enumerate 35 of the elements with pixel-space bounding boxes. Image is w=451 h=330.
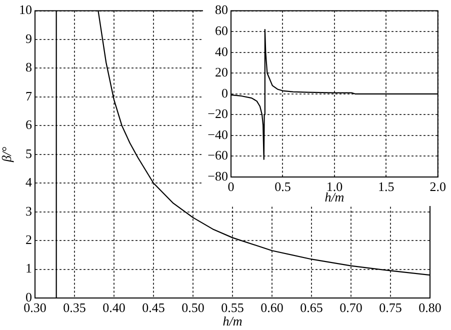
y-tick-label: 7 (26, 88, 32, 104)
y-tick-label: −60 (208, 148, 228, 163)
y-tick-label: −20 (208, 106, 228, 122)
x-tick-label: 0.55 (221, 300, 244, 316)
y-tick-label: 20 (215, 64, 228, 80)
y-tick-label: −40 (208, 126, 228, 142)
x-axis-title: h/m (222, 314, 242, 329)
x-tick-label: 0.70 (340, 300, 362, 316)
x-tick-label: 0.60 (260, 300, 284, 316)
x-tick-label: 0.45 (142, 300, 165, 316)
y-tick-label: 4 (26, 174, 32, 190)
y-tick-label: 10 (19, 2, 32, 18)
y-tick-label: 1 (26, 260, 32, 276)
y-tick-label: 3 (26, 203, 32, 218)
x-tick-label: 0.80 (418, 300, 442, 316)
y-tick-label: 80 (215, 2, 228, 18)
y-tick-label: −80 (208, 168, 228, 184)
y-tick-label: 60 (215, 22, 228, 38)
y-tick-label: 0 (222, 85, 228, 100)
y-tick-label: 5 (26, 146, 32, 161)
y-tick-label: 6 (26, 117, 32, 132)
y-tick-label: 0 (26, 289, 32, 304)
x-tick-label: 2.0 (430, 179, 446, 194)
x-tick-label: 0.65 (300, 300, 323, 316)
x-tick-label: 0.50 (182, 300, 204, 316)
y-tick-label: 9 (26, 30, 32, 46)
y-tick-label: 2 (26, 232, 32, 247)
x-tick-label: 0.40 (102, 300, 126, 316)
x-tick-label: 1.5 (378, 179, 394, 194)
y-tick-label: 40 (215, 44, 228, 59)
x-tick-label: 0.35 (63, 300, 86, 316)
y-axis-title: β/° (0, 146, 14, 164)
x-tick-label: 0.75 (379, 300, 402, 316)
y-tick-label: 8 (26, 60, 32, 75)
x-tick-label: 0.5 (274, 179, 291, 194)
